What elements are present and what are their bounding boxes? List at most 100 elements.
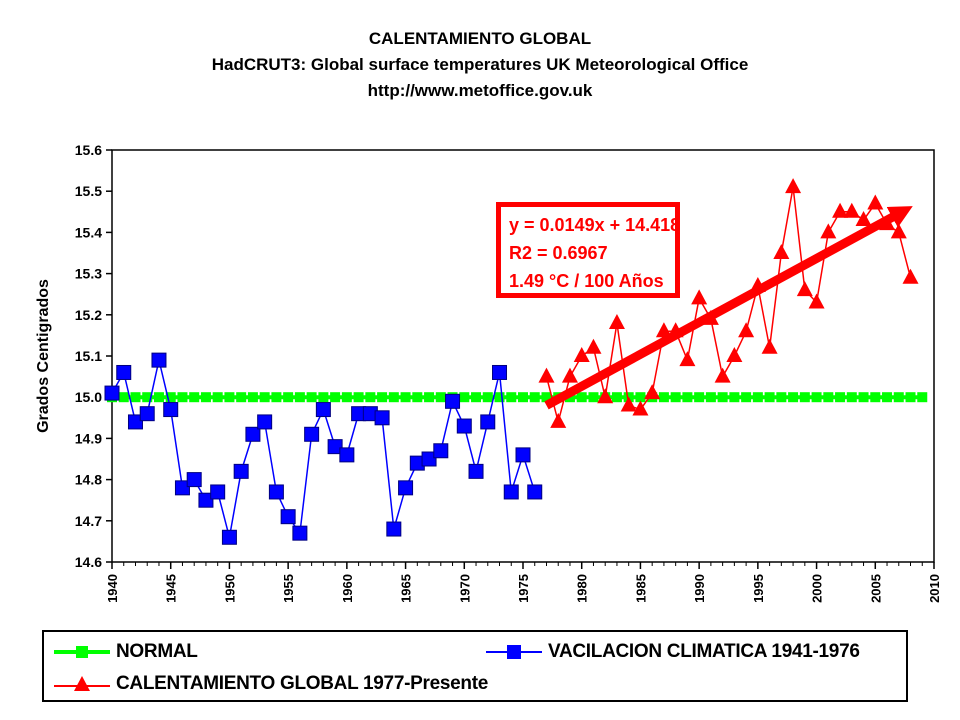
point-vacilacion <box>503 484 519 500</box>
legend-label-vacilacion: VACILACION CLIMATICA 1941-1976 <box>548 641 860 662</box>
y-tick-label: 15.2 <box>75 307 102 323</box>
x-tick-label: 1960 <box>340 574 355 603</box>
x-tick-label: 2010 <box>927 574 942 603</box>
point-calentamiento <box>550 412 567 428</box>
point-normal <box>200 392 211 403</box>
x-tick-label: 1945 <box>164 574 179 603</box>
point-normal <box>212 392 223 403</box>
point-calentamiento <box>902 268 919 284</box>
point-normal <box>424 392 435 403</box>
point-normal <box>576 392 587 403</box>
point-vacilacion <box>327 439 343 455</box>
point-normal <box>365 392 376 403</box>
chart-titles: CALENTAMIENTO GLOBAL HadCRUT3: Global su… <box>0 26 960 104</box>
point-vacilacion <box>386 521 402 537</box>
point-calentamiento <box>855 211 872 227</box>
point-normal <box>271 392 282 403</box>
point-normal <box>694 392 705 403</box>
chart-subtitle: HadCRUT3: Global surface temperatures UK… <box>211 55 749 74</box>
point-normal <box>482 392 493 403</box>
point-calentamiento <box>843 202 860 218</box>
point-vacilacion <box>127 414 143 430</box>
point-normal <box>341 392 352 403</box>
point-calentamiento <box>808 293 825 309</box>
point-vacilacion <box>339 447 355 463</box>
legend-item-calentamiento: CALENTAMIENTO GLOBAL 1977-Presente <box>52 672 488 696</box>
point-calentamiento <box>867 194 884 210</box>
x-tick-label: 1965 <box>399 574 414 603</box>
y-tick-label: 15.0 <box>75 389 102 405</box>
point-vacilacion <box>421 451 437 467</box>
point-vacilacion <box>480 414 496 430</box>
legend-swatch-vacilacion <box>486 645 542 659</box>
point-calentamiento <box>832 202 849 218</box>
point-normal <box>306 392 317 403</box>
point-normal <box>118 392 129 403</box>
x-tick-label: 1985 <box>633 574 648 603</box>
point-vacilacion <box>198 492 214 508</box>
y-tick-label: 14.8 <box>75 472 102 488</box>
point-vacilacion <box>268 484 284 500</box>
point-vacilacion <box>456 418 472 434</box>
point-calentamiento <box>679 351 696 367</box>
point-normal <box>611 392 622 403</box>
point-vacilacion <box>210 484 226 500</box>
point-normal <box>459 392 470 403</box>
point-calentamiento <box>597 388 614 404</box>
point-normal <box>506 392 517 403</box>
point-calentamiento <box>608 314 625 330</box>
point-normal <box>882 392 893 403</box>
point-calentamiento <box>726 347 743 362</box>
point-normal <box>541 392 552 403</box>
point-vacilacion <box>221 529 237 545</box>
point-vacilacion <box>280 509 296 525</box>
point-normal <box>494 392 505 403</box>
point-normal <box>588 392 599 403</box>
point-normal <box>776 392 787 403</box>
point-vacilacion <box>174 480 190 496</box>
legend-item-vacilacion: VACILACION CLIMATICA 1941-1976 <box>484 640 860 664</box>
point-normal <box>294 392 305 403</box>
point-normal <box>435 392 446 403</box>
point-normal <box>917 392 928 403</box>
point-calentamiento <box>691 289 708 305</box>
point-normal <box>811 392 822 403</box>
point-normal <box>353 392 364 403</box>
x-tick-label: 1940 <box>105 574 120 603</box>
point-normal <box>259 392 270 403</box>
point-normal <box>283 392 294 403</box>
point-calentamiento <box>620 396 637 412</box>
y-tick-label: 15.6 <box>75 142 102 158</box>
point-normal <box>705 392 716 403</box>
point-normal <box>717 392 728 403</box>
point-normal <box>142 392 153 403</box>
point-calentamiento <box>738 322 755 338</box>
regression-r2: R2 = 0.6967 <box>509 243 608 263</box>
point-vacilacion <box>104 385 120 401</box>
point-calentamiento <box>632 400 649 416</box>
point-normal <box>236 392 247 403</box>
point-calentamiento <box>890 223 907 239</box>
point-normal <box>858 392 869 403</box>
point-normal <box>247 392 258 403</box>
point-vacilacion <box>445 393 461 409</box>
point-vacilacion <box>139 406 155 422</box>
point-normal <box>658 392 669 403</box>
point-normal <box>377 392 388 403</box>
x-tick-label: 1970 <box>457 574 472 603</box>
point-calentamiento <box>538 367 555 383</box>
point-normal <box>318 392 329 403</box>
point-normal <box>729 392 740 403</box>
point-calentamiento <box>773 244 790 259</box>
x-tick-label: 1990 <box>692 574 707 603</box>
point-normal <box>846 392 857 403</box>
legend-item-normal: NORMAL <box>52 640 198 664</box>
point-vacilacion <box>163 402 179 418</box>
x-tick-label: 1975 <box>516 574 531 603</box>
trend-arrow <box>544 206 913 410</box>
point-normal <box>412 392 423 403</box>
point-vacilacion <box>304 426 320 442</box>
legend-swatch-calentamiento <box>54 676 110 691</box>
point-vacilacion <box>492 364 508 380</box>
point-vacilacion <box>245 426 261 442</box>
